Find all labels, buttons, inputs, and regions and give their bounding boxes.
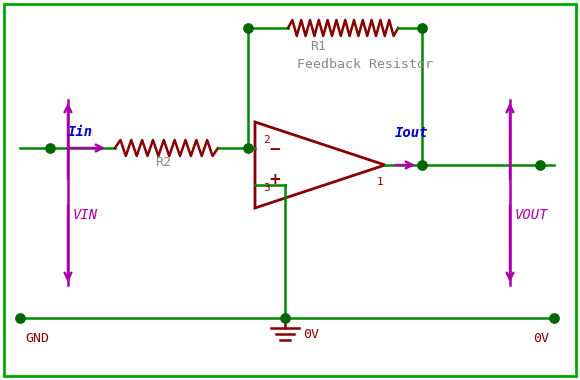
Text: 2: 2	[263, 135, 270, 145]
Point	[418, 162, 427, 168]
Point	[15, 315, 24, 321]
Text: 3: 3	[263, 183, 270, 193]
Text: 1: 1	[376, 177, 383, 187]
Text: R2: R2	[155, 157, 171, 169]
Point	[45, 145, 55, 151]
Point	[280, 315, 289, 321]
Text: GND: GND	[25, 332, 49, 345]
Text: Iout: Iout	[395, 126, 429, 140]
Text: Iin: Iin	[68, 125, 93, 139]
Text: 0V: 0V	[533, 332, 549, 345]
Text: +: +	[269, 173, 281, 187]
Text: −: −	[269, 142, 281, 157]
Point	[418, 25, 427, 31]
Text: 0V: 0V	[303, 328, 319, 340]
Point	[549, 315, 559, 321]
Text: R1: R1	[310, 41, 326, 54]
Text: VIN: VIN	[73, 208, 98, 222]
Text: VOUT: VOUT	[515, 208, 549, 222]
Text: Feedback Resistor: Feedback Resistor	[297, 59, 433, 71]
Point	[244, 145, 253, 151]
Point	[535, 162, 545, 168]
Point	[244, 25, 253, 31]
